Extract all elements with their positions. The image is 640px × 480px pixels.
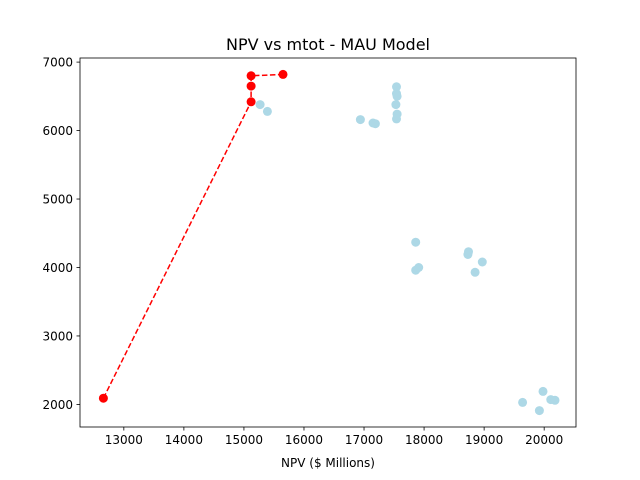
plot-area: [79, 57, 577, 428]
scatter-point: [534, 406, 544, 416]
pareto-point: [278, 69, 288, 79]
scatter-point: [355, 115, 365, 125]
x-tick-label: 14000: [165, 433, 203, 447]
x-tick-label: 13000: [105, 433, 143, 447]
scatter-point: [470, 267, 480, 277]
scatter-point: [550, 395, 560, 405]
x-tick-label: 19000: [465, 433, 503, 447]
x-tick-label: 20000: [525, 433, 563, 447]
y-tick-label: 7000: [42, 56, 73, 70]
scatter-point: [414, 263, 424, 272]
y-tick-label: 6000: [42, 124, 73, 138]
x-tick-label: 18000: [405, 433, 443, 447]
scatter-point: [518, 397, 528, 407]
pareto-point: [246, 81, 256, 91]
pareto-point: [246, 71, 256, 81]
scatter-point: [411, 237, 421, 247]
y-axis: 2000 3000 4000 5000 6000 7000: [42, 56, 80, 412]
plot-frame: [79, 57, 577, 428]
x-axis-label: NPV ($ Millions): [281, 456, 375, 470]
x-tick-label: 16000: [285, 433, 323, 447]
x-axis: 13000 14000 15000 16000 17000 18000 19000 20000: [105, 427, 563, 447]
scatter-point: [538, 386, 548, 396]
scatter-point: [391, 100, 401, 110]
y-tick-label: 3000: [42, 329, 73, 343]
scatter-point: [392, 91, 402, 101]
pareto-point: [98, 393, 108, 403]
y-tick-label: 4000: [42, 261, 73, 275]
scatter-point: [463, 250, 473, 259]
scatter-point: [370, 119, 380, 129]
scatter-point: [477, 257, 487, 267]
pareto-point: [246, 97, 256, 107]
x-tick-label: 17000: [345, 433, 383, 447]
pareto-line: [102, 73, 284, 399]
scatter-point: [392, 82, 401, 92]
scatter-point: [262, 106, 272, 116]
scatter-point: [392, 114, 401, 124]
chart-title: NPV vs mtot - MAU Model: [226, 35, 430, 54]
y-tick-label: 5000: [42, 193, 73, 207]
scatter-point: [255, 100, 265, 110]
x-tick-label: 15000: [225, 433, 263, 447]
y-tick-label: 2000: [42, 398, 73, 412]
